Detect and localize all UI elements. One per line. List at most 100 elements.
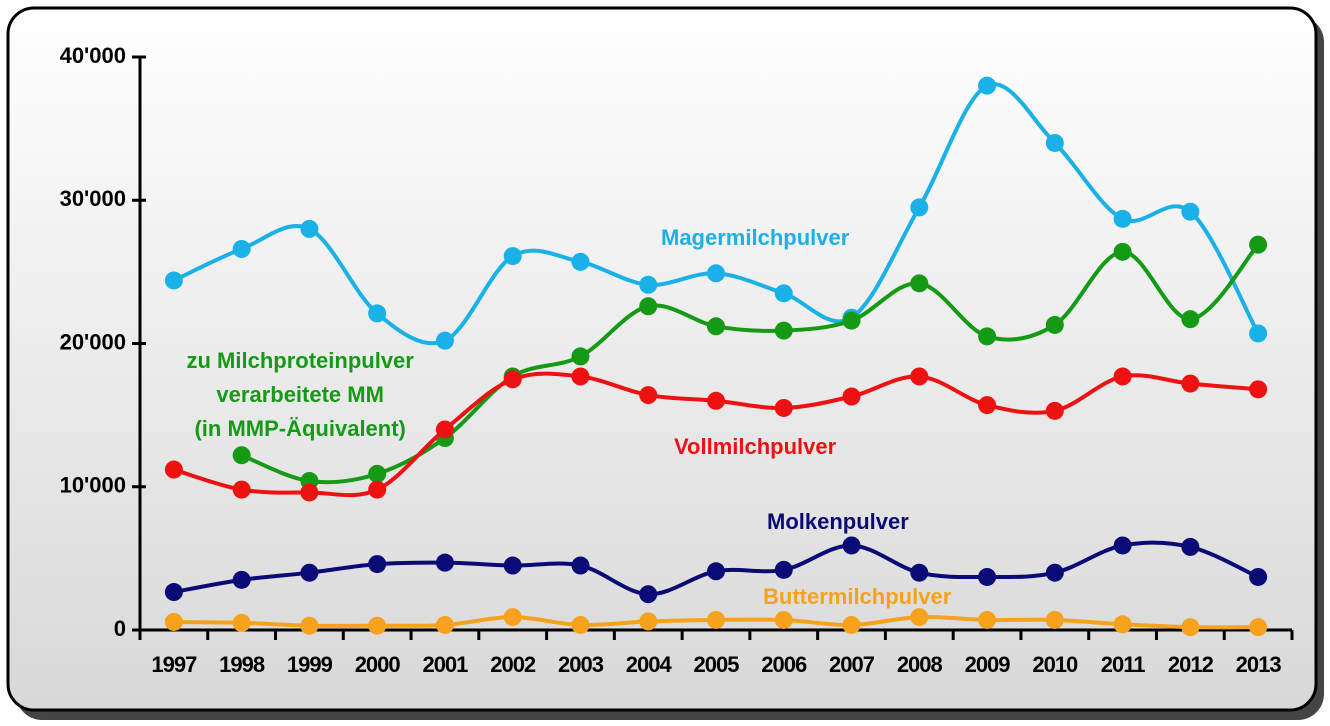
data-point	[842, 536, 861, 555]
data-point	[1249, 567, 1268, 586]
data-point	[164, 612, 183, 631]
x-tick-label: 2004	[626, 652, 673, 677]
data-point	[300, 483, 319, 502]
data-point	[1045, 610, 1064, 629]
data-point	[639, 585, 658, 604]
data-point	[300, 616, 319, 635]
data-point	[435, 331, 454, 350]
data-point	[1113, 615, 1132, 634]
y-tick-label: 20'000	[60, 329, 126, 354]
data-point	[164, 271, 183, 290]
data-point	[910, 563, 929, 582]
data-point	[842, 311, 861, 330]
data-point	[232, 480, 251, 499]
data-point	[435, 615, 454, 634]
data-point	[368, 464, 387, 483]
data-point	[1181, 310, 1200, 329]
data-point	[910, 274, 929, 293]
x-tick-label: 1998	[219, 652, 265, 677]
data-point	[774, 321, 793, 340]
data-point	[978, 327, 997, 346]
data-point	[639, 275, 658, 294]
data-point	[1249, 324, 1268, 343]
data-point	[571, 347, 590, 366]
data-point	[503, 247, 522, 266]
x-tick-label: 2012	[1168, 652, 1214, 677]
data-point	[1045, 315, 1064, 334]
data-point	[707, 317, 725, 336]
data-point	[910, 198, 929, 217]
data-point	[1113, 209, 1132, 228]
data-point	[1113, 242, 1132, 261]
data-point	[1249, 618, 1268, 637]
y-tick-label: 10'000	[60, 473, 126, 498]
data-point	[774, 610, 793, 629]
x-tick-label: 1997	[151, 652, 197, 677]
data-point	[910, 367, 929, 386]
x-tick-label: 2011	[1101, 652, 1145, 677]
data-point	[1113, 536, 1132, 555]
data-point	[978, 76, 997, 95]
series-label: Vollmilchpulver	[674, 434, 837, 459]
x-tick-label: 2013	[1236, 652, 1282, 677]
data-point	[1045, 563, 1064, 582]
x-tick-label: 1999	[287, 652, 333, 677]
data-point	[368, 616, 387, 635]
series-line	[173, 82, 1260, 346]
x-tick-label: 2008	[897, 652, 943, 677]
x-tick-label: 2003	[558, 652, 604, 677]
data-point	[300, 219, 319, 238]
y-tick-label: 0	[114, 616, 126, 641]
data-point	[300, 563, 319, 582]
x-tick-label: 2001	[422, 652, 468, 677]
frame	[6, 6, 1318, 712]
data-point	[503, 608, 522, 627]
data-point	[978, 567, 997, 586]
data-point	[503, 556, 522, 575]
x-tick-label: 2006	[761, 652, 807, 677]
data-point	[639, 612, 658, 631]
y-tick-label: 30'000	[60, 186, 126, 211]
data-point	[842, 387, 861, 406]
data-point	[639, 386, 658, 405]
data-point	[571, 556, 590, 575]
x-tick-label: 2002	[490, 652, 536, 677]
y-tick-label: 40'000	[60, 43, 126, 68]
data-point	[571, 615, 590, 634]
data-point	[232, 613, 251, 632]
data-point	[978, 396, 997, 415]
series-label: Magermilchpulver	[661, 225, 850, 250]
x-tick-label: 2010	[1032, 652, 1078, 677]
series-label: Buttermilchpulver	[763, 584, 952, 609]
data-point	[1181, 202, 1200, 221]
series-label: Molkenpulver	[767, 509, 909, 534]
data-point	[435, 420, 454, 439]
data-point	[842, 615, 861, 634]
x-tick-label: 2009	[965, 652, 1011, 677]
data-point	[1113, 367, 1132, 386]
data-point	[232, 570, 251, 589]
data-point	[1045, 401, 1064, 420]
x-tick-label: 2005	[694, 652, 740, 677]
data-point	[368, 304, 387, 323]
data-point	[571, 252, 590, 271]
data-point	[774, 398, 793, 417]
data-point	[1249, 235, 1268, 254]
data-point	[232, 239, 251, 258]
data-point	[978, 610, 997, 629]
data-point	[232, 446, 251, 465]
data-point	[707, 391, 725, 410]
data-point	[774, 560, 793, 579]
data-point	[164, 460, 183, 479]
data-point	[368, 480, 387, 499]
data-point	[707, 264, 725, 283]
data-point	[435, 553, 454, 572]
data-point	[368, 555, 387, 574]
series-label: zu Milchproteinpulver verarbeitete MM (i…	[186, 348, 414, 441]
data-point	[164, 583, 183, 602]
data-point	[571, 367, 590, 386]
data-point	[1045, 133, 1064, 152]
data-point	[1181, 374, 1200, 393]
